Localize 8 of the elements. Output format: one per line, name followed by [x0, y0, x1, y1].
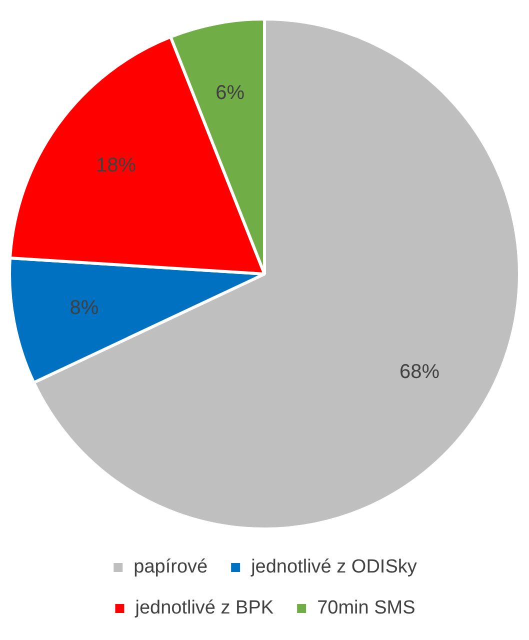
legend-label: jednotlivé z BPK	[134, 598, 274, 619]
data-label: 68%	[400, 360, 440, 383]
legend-label: papírové	[134, 556, 208, 578]
legend-label: jednotlivé z ODISky	[250, 556, 418, 578]
data-label: 8%	[70, 296, 99, 319]
data-label: 6%	[216, 82, 245, 104]
legend-label: 70min SMS	[317, 598, 416, 619]
data-label: 18%	[96, 154, 136, 177]
